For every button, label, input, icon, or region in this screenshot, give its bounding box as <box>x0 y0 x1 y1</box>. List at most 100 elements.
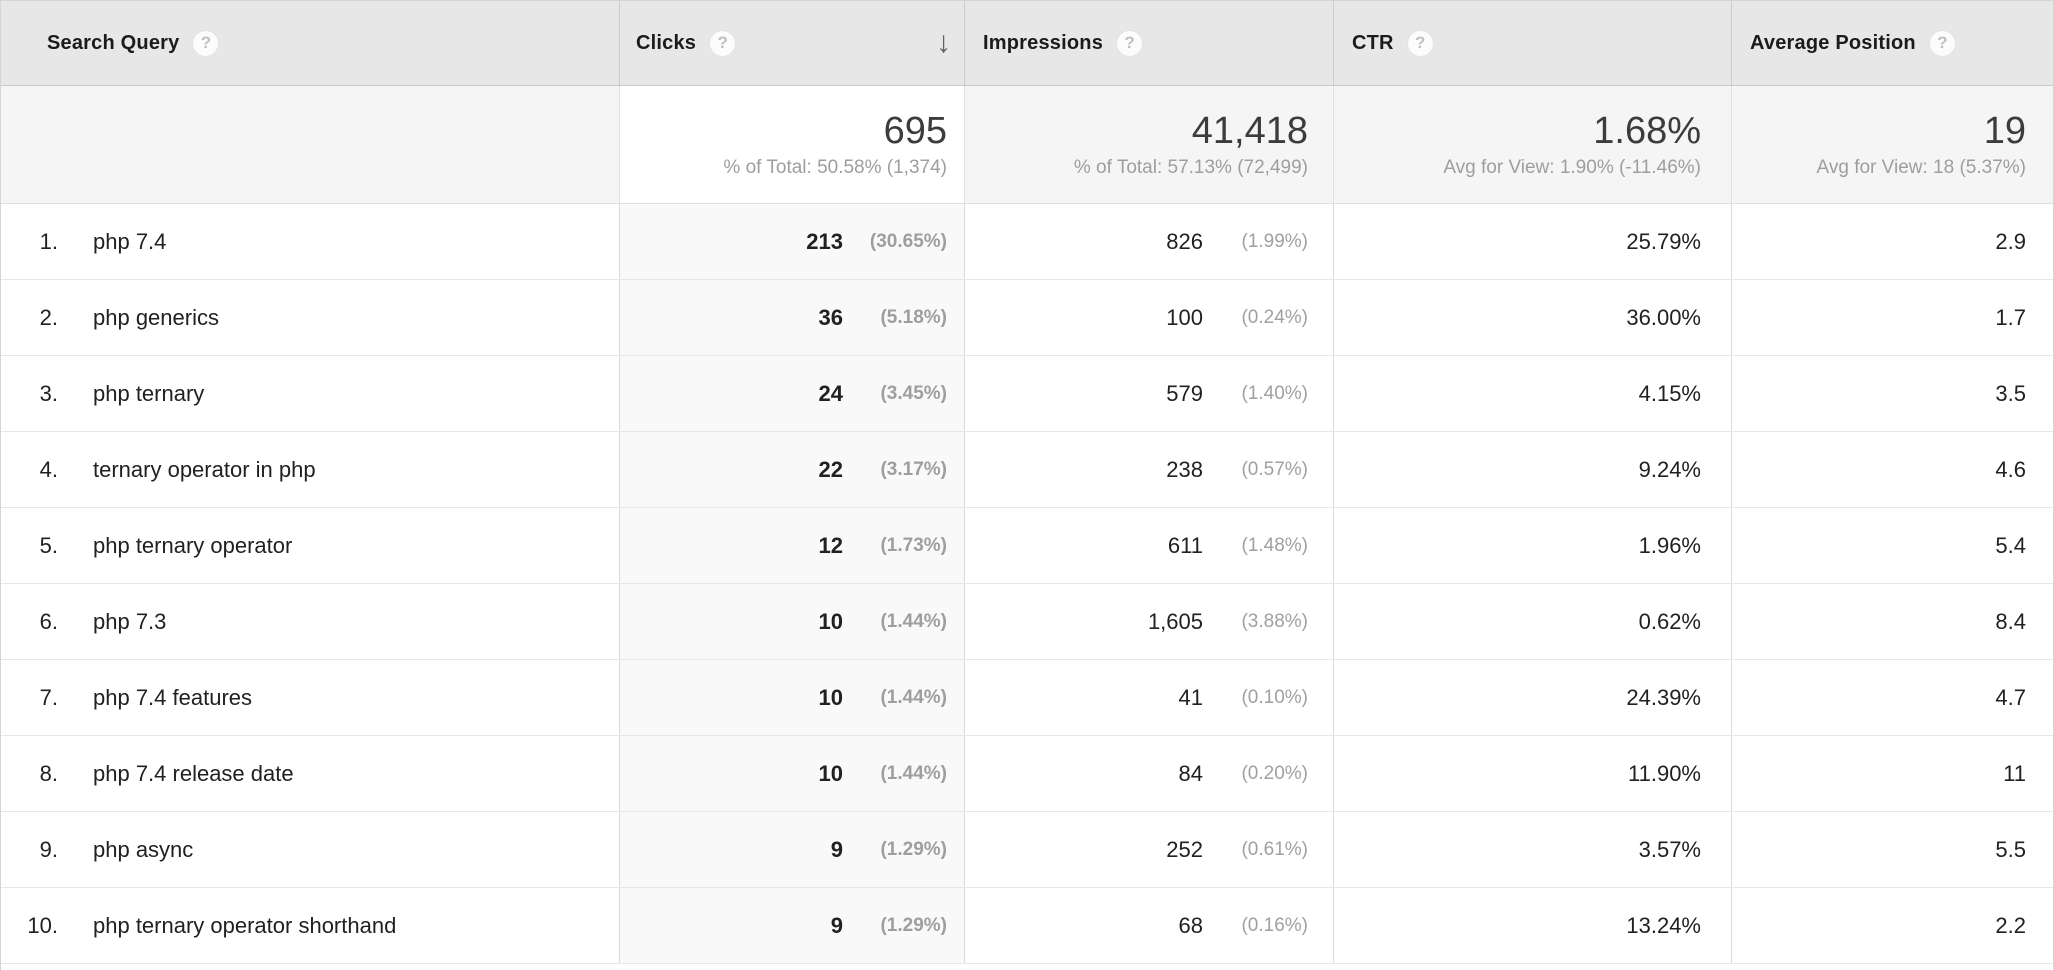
average-position-value: 4.6 <box>1995 456 2026 482</box>
impressions-percent: (1.40%) <box>1241 382 1308 404</box>
ctr-value: 4.15% <box>1638 380 1701 406</box>
average-position-value: 2.9 <box>1995 228 2026 254</box>
totals-ctr-cell: 1.68% Avg for View: 1.90% (-11.46%) <box>1333 86 1731 203</box>
clicks-total-value: 695 <box>883 110 947 153</box>
clicks-cell: 36 (5.18%) <box>619 280 964 355</box>
column-label-impressions: Impressions <box>983 31 1104 54</box>
impressions-cell: 579 (1.40%) <box>964 356 1333 431</box>
average-position-cell: 5.4 <box>1731 508 2053 583</box>
column-label-search-query: Search Query <box>47 31 180 54</box>
column-header-clicks[interactable]: Clicks ? ↓ <box>619 1 964 85</box>
row-index: 10. <box>27 912 58 938</box>
clicks-cell: 9 (1.29%) <box>619 888 964 963</box>
clicks-cell: 10 (1.44%) <box>619 736 964 811</box>
average-position-cell: 8.4 <box>1731 584 2053 659</box>
clicks-value: 10 <box>818 760 843 786</box>
impressions-value: 1,605 <box>1147 608 1203 634</box>
table-row[interactable]: 3. php ternary 24 (3.45%) 579 (1.40%) 4.… <box>1 356 2053 432</box>
totals-average-position-cell: 19 Avg for View: 18 (5.37%) <box>1731 86 2053 203</box>
average-position-value: 5.4 <box>1995 532 2026 558</box>
ctr-value: 25.79% <box>1626 228 1701 254</box>
impressions-cell: 826 (1.99%) <box>964 204 1333 279</box>
impressions-percent: (0.61%) <box>1241 838 1308 860</box>
impressions-percent: (0.20%) <box>1241 762 1308 784</box>
row-index: 1. <box>39 228 58 254</box>
row-index: 7. <box>39 684 58 710</box>
impressions-percent: (3.88%) <box>1241 610 1308 632</box>
clicks-value: 10 <box>818 684 843 710</box>
average-position-cell: 2.2 <box>1731 888 2053 963</box>
average-position-value: 3.5 <box>1995 380 2026 406</box>
search-query-text: ternary operator in php <box>93 456 316 482</box>
column-header-impressions[interactable]: Impressions ? <box>964 1 1333 85</box>
impressions-value: 579 <box>1166 380 1203 406</box>
ctr-cell: 36.00% <box>1333 280 1731 355</box>
impressions-value: 252 <box>1166 836 1203 862</box>
row-index: 6. <box>39 608 58 634</box>
clicks-cell: 12 (1.73%) <box>619 508 964 583</box>
help-icon[interactable]: ? <box>709 29 737 57</box>
clicks-value: 12 <box>818 532 843 558</box>
ctr-value: 36.00% <box>1626 304 1701 330</box>
clicks-percent: (1.29%) <box>880 838 947 860</box>
column-header-search-query[interactable]: Search Query ? <box>1 1 619 85</box>
average-position-value: 1.7 <box>1995 304 2026 330</box>
row-index: 9. <box>39 836 58 862</box>
impressions-cell: 41 (0.10%) <box>964 660 1333 735</box>
clicks-value: 10 <box>818 608 843 634</box>
average-position-value: 2.2 <box>1995 912 2026 938</box>
impressions-cell: 1,605 (3.88%) <box>964 584 1333 659</box>
average-position-total-value: 19 <box>1983 110 2026 153</box>
column-header-average-position[interactable]: Average Position ? <box>1731 1 2053 85</box>
table-row[interactable]: 7. php 7.4 features 10 (1.44%) 41 (0.10%… <box>1 660 2053 736</box>
sort-descending-icon[interactable]: ↓ <box>936 26 951 59</box>
table-row[interactable]: 4. ternary operator in php 22 (3.17%) 23… <box>1 432 2053 508</box>
impressions-value: 238 <box>1166 456 1203 482</box>
table-row[interactable]: 6. php 7.3 10 (1.44%) 1,605 (3.88%) 0.62… <box>1 584 2053 660</box>
search-query-cell: 10. php ternary operator shorthand <box>1 888 619 963</box>
table-row[interactable]: 10. php ternary operator shorthand 9 (1.… <box>1 888 2053 964</box>
totals-spacer-cell <box>1 86 619 203</box>
table-row[interactable]: 2. php generics 36 (5.18%) 100 (0.24%) 3… <box>1 280 2053 356</box>
search-query-cell: 2. php generics <box>1 280 619 355</box>
search-query-cell: 4. ternary operator in php <box>1 432 619 507</box>
clicks-value: 22 <box>818 456 843 482</box>
help-icon[interactable]: ? <box>1928 29 1956 57</box>
impressions-cell: 84 (0.20%) <box>964 736 1333 811</box>
row-index: 3. <box>39 380 58 406</box>
ctr-value: 1.96% <box>1638 532 1701 558</box>
search-query-cell: 1. php 7.4 <box>1 204 619 279</box>
impressions-cell: 611 (1.48%) <box>964 508 1333 583</box>
impressions-percent: (0.57%) <box>1241 458 1308 480</box>
help-icon[interactable]: ? <box>1406 29 1434 57</box>
search-query-text: php generics <box>93 304 219 330</box>
column-label-ctr: CTR <box>1352 31 1394 54</box>
impressions-cell: 100 (0.24%) <box>964 280 1333 355</box>
table-row[interactable]: 8. php 7.4 release date 10 (1.44%) 84 (0… <box>1 736 2053 812</box>
impressions-total-subtitle: % of Total: 57.13% (72,499) <box>1073 156 1308 178</box>
table-row[interactable]: 1. php 7.4 213 (30.65%) 826 (1.99%) 25.7… <box>1 204 2053 280</box>
clicks-cell: 24 (3.45%) <box>619 356 964 431</box>
average-position-cell: 4.7 <box>1731 660 2053 735</box>
column-header-ctr[interactable]: CTR ? <box>1333 1 1731 85</box>
impressions-value: 84 <box>1178 760 1203 786</box>
search-query-text: php 7.4 features <box>93 684 253 710</box>
help-icon[interactable]: ? <box>192 29 220 57</box>
search-query-cell: 9. php async <box>1 812 619 887</box>
ctr-value: 11.90% <box>1628 760 1701 786</box>
table-row[interactable]: 5. php ternary operator 12 (1.73%) 611 (… <box>1 508 2053 584</box>
ctr-value: 0.62% <box>1638 608 1701 634</box>
ctr-value: 13.24% <box>1626 912 1701 938</box>
row-index: 2. <box>39 304 58 330</box>
table-row[interactable]: 9. php async 9 (1.29%) 252 (0.61%) 3.57%… <box>1 812 2053 888</box>
impressions-value: 826 <box>1166 228 1203 254</box>
average-position-value: 5.5 <box>1995 836 2026 862</box>
impressions-percent: (0.16%) <box>1241 914 1308 936</box>
impressions-percent: (1.99%) <box>1241 230 1308 252</box>
search-query-text: php ternary operator <box>93 532 293 558</box>
impressions-total-value: 41,418 <box>1191 110 1308 153</box>
clicks-percent: (1.29%) <box>880 914 947 936</box>
ctr-total-subtitle: Avg for View: 1.90% (-11.46%) <box>1443 156 1701 178</box>
help-icon[interactable]: ? <box>1116 29 1144 57</box>
average-position-cell: 11 <box>1731 736 2053 811</box>
